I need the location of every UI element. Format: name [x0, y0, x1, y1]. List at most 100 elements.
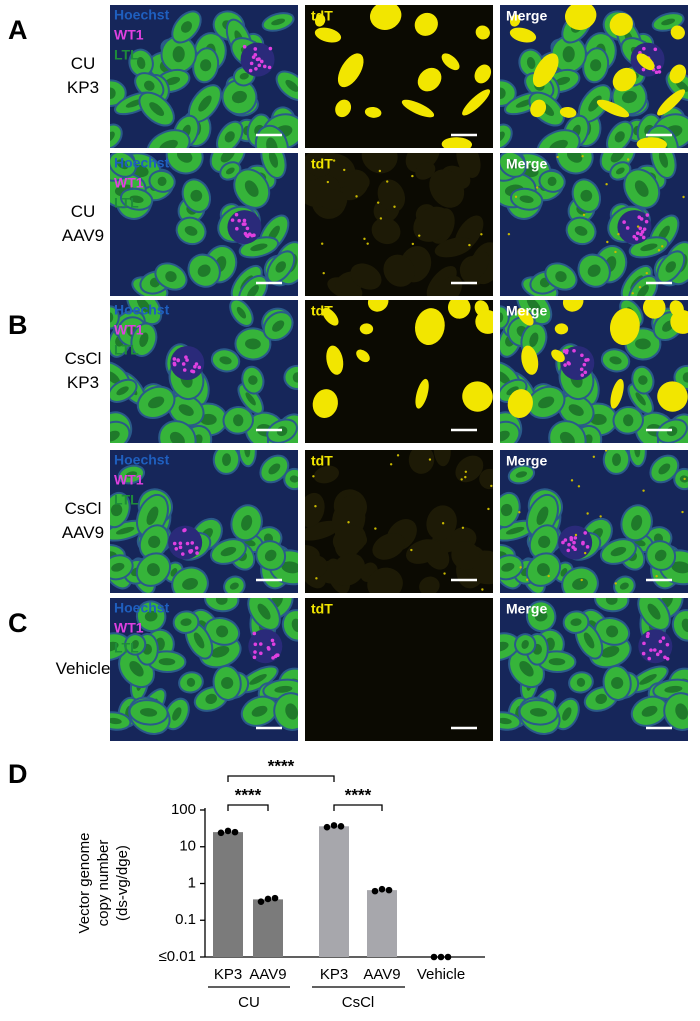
tubule-lumen [110, 131, 115, 142]
wt1-nucleus [252, 631, 257, 636]
tdt-speck [642, 489, 645, 492]
tubule-lumen [275, 261, 286, 273]
tdt-speck [320, 242, 324, 245]
tubule-lumen [220, 546, 237, 557]
data-point [330, 822, 338, 829]
tubule-lumen [637, 284, 649, 296]
channel-label: Hoechst [114, 452, 170, 468]
panel-letter: A [8, 15, 28, 45]
tdt-speck [464, 470, 468, 473]
tubule-lumen [548, 658, 566, 666]
tdt-speck [519, 566, 522, 569]
tubule-lumen [572, 578, 588, 590]
channel-label: WT1 [114, 27, 144, 43]
wt1-nucleus [641, 67, 646, 72]
panel-letter: C [8, 608, 28, 638]
wt1-nucleus [267, 647, 271, 651]
wt1-nucleus [253, 47, 258, 51]
tubule-lumen [500, 641, 509, 652]
wt1-nucleus [583, 531, 588, 535]
tdt-signal [670, 309, 688, 334]
wt1-nucleus [622, 220, 626, 224]
tubule-lumen [536, 506, 549, 525]
tdt-signal [441, 137, 473, 148]
channel-label: LTL [114, 342, 139, 358]
tubule-lumen [276, 426, 288, 437]
data-point [444, 953, 452, 961]
micrograph [305, 450, 493, 593]
channel-label: WT1 [114, 322, 144, 338]
tubule-lumen [614, 131, 625, 143]
tdt-speck [556, 155, 559, 159]
tubule-lumen [241, 515, 253, 531]
tubule-lumen [576, 677, 586, 687]
tdt-speck [577, 485, 581, 488]
tubule-lumen [654, 549, 667, 562]
tubule-lumen [110, 430, 120, 442]
wt1-nucleus [178, 541, 183, 546]
tdt-speck [604, 450, 608, 452]
tdt-speck [347, 521, 350, 524]
channel-label: WT1 [114, 620, 144, 636]
wt1-nucleus [653, 47, 658, 52]
tubule-lumen [506, 386, 519, 396]
tubule [479, 468, 493, 490]
data-point [257, 898, 265, 905]
tdt-signal [415, 378, 429, 409]
tdt-signal [517, 307, 534, 326]
tdt-speck [606, 240, 609, 244]
glomerulus [168, 525, 203, 560]
tdt-speck [481, 588, 484, 591]
channel-label: Merge [506, 303, 547, 319]
wt1-nucleus [569, 537, 574, 542]
tubule-lumen [251, 705, 268, 717]
channel-label: Merge [506, 156, 547, 172]
tubule [429, 169, 465, 208]
significance-label: **** [268, 756, 295, 775]
y-axis-label: copy number [95, 840, 112, 927]
tubule [415, 162, 436, 180]
tubule-lumen [635, 338, 651, 350]
micrograph-background [305, 5, 493, 148]
tubule-lumen [200, 413, 217, 426]
wt1-nucleus [580, 353, 584, 358]
tdt-signal [507, 389, 533, 419]
tdt-speck [410, 548, 413, 552]
tubule-lumen [110, 503, 123, 517]
tubule-lumen [681, 618, 688, 633]
tubule-lumen [519, 660, 534, 677]
tubule-lumen [131, 639, 139, 649]
tubule [413, 206, 452, 242]
tubule-lumen [205, 693, 217, 705]
data-point [378, 885, 386, 893]
tubule [361, 153, 398, 174]
wt1-nucleus [235, 226, 239, 231]
wt1-nucleus [253, 642, 258, 647]
tubule-lumen [244, 180, 259, 197]
wt1-nucleus [658, 649, 663, 654]
wt1-nucleus [188, 550, 193, 554]
wt1-nucleus [647, 656, 652, 661]
tdt-speck [464, 475, 467, 479]
tubule-lumen [538, 535, 551, 548]
tubule-lumen [231, 90, 247, 104]
micrograph [500, 153, 688, 296]
tdt-speck [681, 510, 684, 514]
tdt-signal [356, 349, 370, 363]
tdt-signal [551, 349, 565, 363]
tubule-lumen [197, 264, 211, 277]
tdt-signal [559, 106, 577, 118]
tdt-signal [364, 106, 382, 118]
tubule-lumen [184, 226, 198, 236]
tdt-speck [441, 522, 445, 525]
tdt-speck [487, 507, 490, 511]
tubule-lumen [634, 450, 641, 458]
tubule-lumen [116, 386, 129, 396]
data-point [430, 953, 438, 961]
channel-label: Merge [506, 601, 547, 617]
x-tick-label: KP3 [320, 966, 348, 983]
tubule-lumen [164, 76, 181, 86]
tdt-speck [582, 213, 586, 217]
bar [213, 832, 243, 957]
tdt-signal [564, 5, 597, 30]
